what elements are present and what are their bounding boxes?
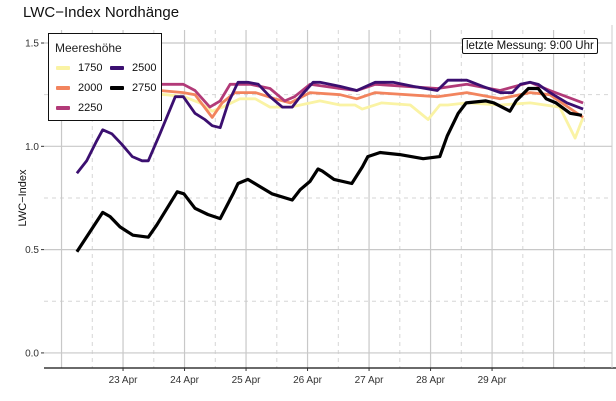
y-tick-label: 0.5 bbox=[25, 245, 39, 256]
x-tick-label: 26 Apr bbox=[293, 375, 323, 386]
series-line-2000 bbox=[76, 89, 584, 119]
x-tick-label: 29 Apr bbox=[478, 375, 508, 386]
x-tick-label: 23 Apr bbox=[109, 375, 139, 386]
y-axis-label: LWC−Index bbox=[17, 169, 29, 227]
legend-item-2500: 2500 bbox=[110, 62, 156, 74]
legend-item-1750: 1750 bbox=[56, 62, 102, 74]
legend-label: 2000 bbox=[78, 82, 103, 94]
x-tick-label: 27 Apr bbox=[355, 375, 385, 386]
legend-key-2500 bbox=[110, 66, 124, 70]
legend: Meereshöhe 1750 2000 2250 2500 2750 bbox=[48, 33, 162, 121]
y-tick-label: 0.0 bbox=[25, 348, 39, 359]
legend-label: 1750 bbox=[78, 62, 103, 74]
legend-title: Meereshöhe bbox=[55, 41, 122, 55]
legend-label: 2500 bbox=[132, 62, 157, 74]
legend-key-2750 bbox=[110, 86, 124, 90]
legend-label: 2250 bbox=[78, 102, 103, 114]
legend-key-2250 bbox=[56, 106, 70, 110]
y-tick-label: 1.5 bbox=[25, 39, 39, 50]
legend-key-1750 bbox=[56, 66, 70, 70]
series-line-2500 bbox=[75, 78, 584, 175]
last-measurement-label: letzte Messung: 9:00 Uhr bbox=[462, 38, 598, 54]
legend-label: 2750 bbox=[132, 82, 157, 94]
legend-item-2750: 2750 bbox=[110, 82, 156, 94]
x-tick-label: 28 Apr bbox=[416, 375, 446, 386]
chart-title: LWC−Index Nordhänge bbox=[23, 4, 180, 21]
series-line-2750 bbox=[75, 86, 583, 253]
legend-item-2250: 2250 bbox=[56, 102, 102, 114]
legend-item-2000: 2000 bbox=[56, 82, 102, 94]
series-lines bbox=[75, 78, 585, 253]
x-tick-label: 25 Apr bbox=[232, 375, 262, 386]
y-tick-label: 1.0 bbox=[25, 142, 39, 153]
legend-key-2000 bbox=[56, 86, 70, 90]
axes: 23 Apr 24 Apr 25 Apr 26 Apr 27 Apr 28 Apr 29 A… bbox=[25, 25, 616, 386]
x-tick-label: 24 Apr bbox=[170, 375, 200, 386]
